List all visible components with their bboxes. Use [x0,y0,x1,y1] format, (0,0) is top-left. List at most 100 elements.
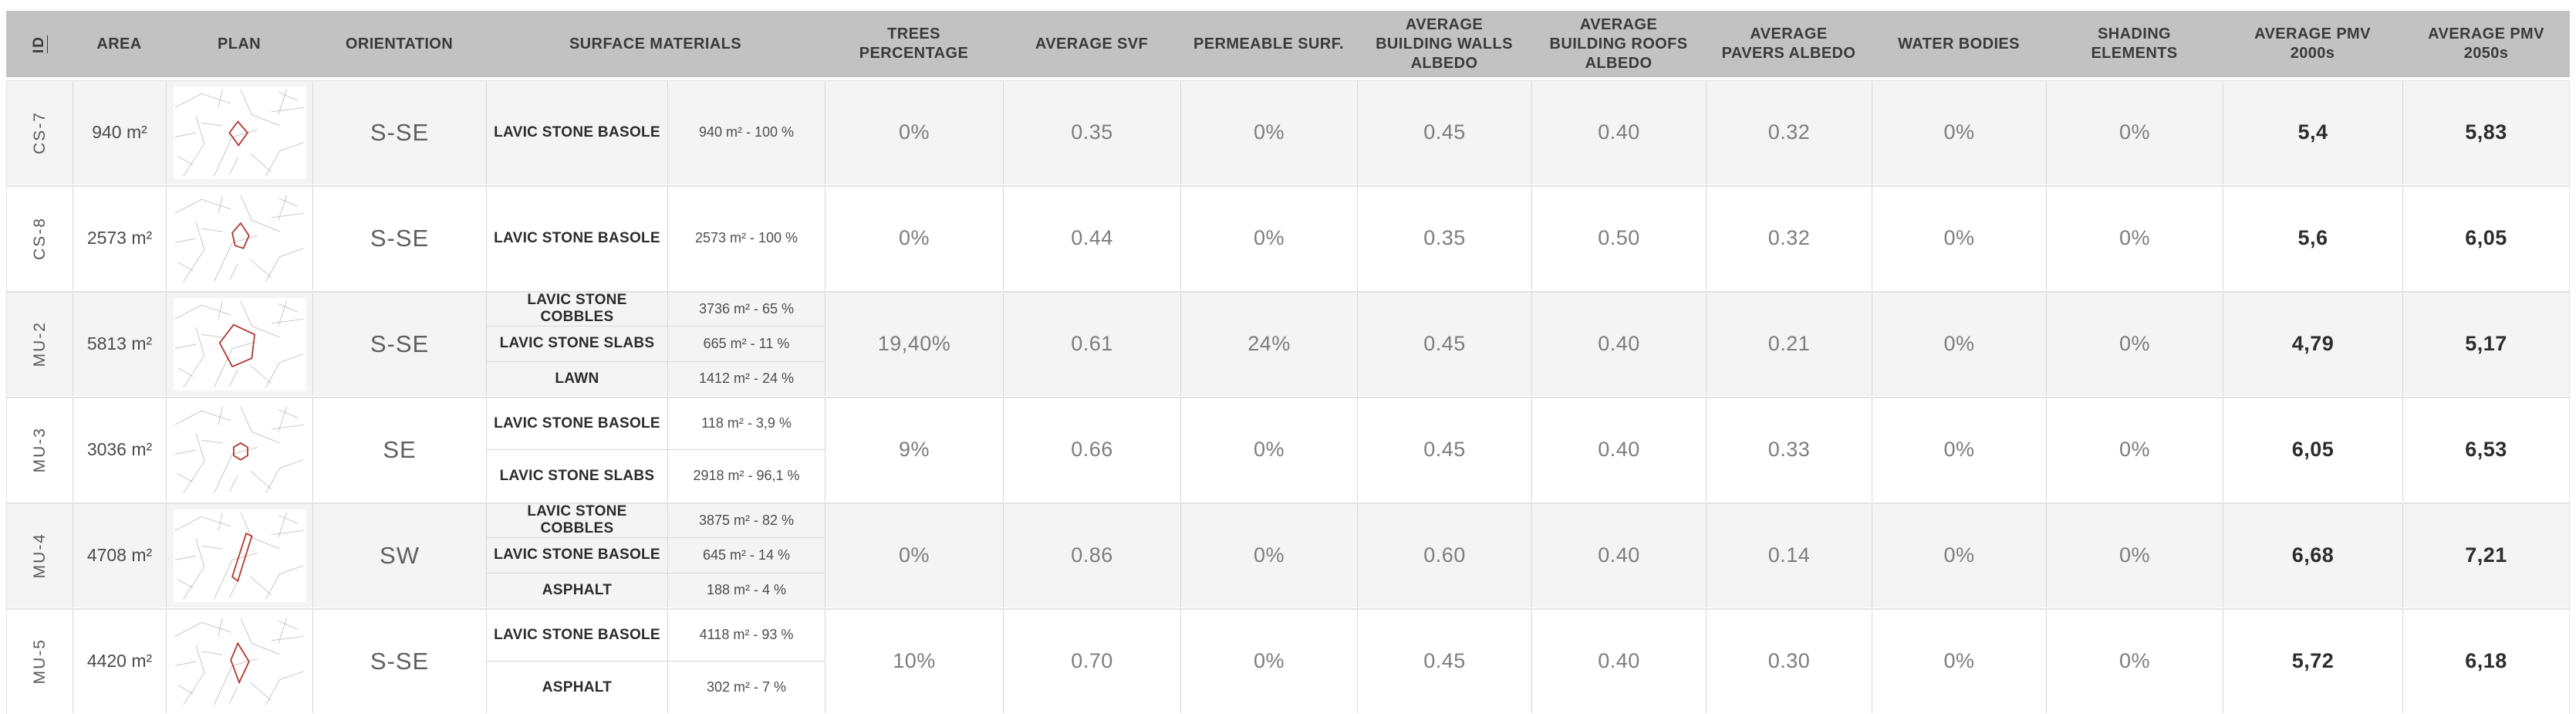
pavers-albedo-value: 0.33 [1706,398,1872,502]
water-bodies-value: 0% [1872,609,2046,713]
column-header-water-bodies: WATER BODIES [1898,35,2020,52]
material-name: LAVIC STONE BASOLE [487,538,668,573]
roofs-albedo-value: 0.40 [1531,398,1706,502]
walls-albedo-value: 0.60 [1357,503,1531,607]
parcel-outline [232,442,248,461]
area-value: 4420 m² [73,609,166,713]
plan-map-thumbnail [173,191,306,285]
column-header-surface-materials: SURFACE MATERIALS [569,35,742,52]
row-id-cell: MU-5 [6,609,73,713]
area-value: 2573 m² [73,186,166,290]
roofs-albedo-value: 0.50 [1531,186,1706,290]
average-svf-value: 0.61 [1003,292,1180,396]
parcel-outline [231,222,250,249]
column-header-walls-albedo: AVERAGE BUILDING WALLS ALBEDO [1376,15,1513,72]
column-header-permeable-surf: PERMEABLE SURF. [1193,35,1344,52]
permeable-surf-value: 0% [1180,186,1357,290]
plan-cell [166,186,312,290]
parcel-outline [231,532,252,582]
trees-percentage-value: 0% [825,80,1003,184]
permeable-surf-value: 0% [1180,398,1357,502]
pmv-2000s-value: 5,4 [2223,80,2402,184]
pmv-2050s-value: 7,21 [2402,503,2570,607]
plan-cell [166,80,312,184]
orientation-value: S-SE [312,80,486,184]
material-area-percentage: 302 m² - 7 % [706,679,787,695]
column-header-average-pmv-2000s: AVERAGE PMV 2000s [2254,25,2371,62]
water-bodies-value: 0% [1872,292,2046,396]
material-name: LAVIC STONE BASOLE [487,609,668,661]
walls-albedo-value: 0.45 [1357,398,1531,502]
parcel-outline [228,120,248,147]
trees-percentage-value: 9% [825,398,1003,502]
average-svf-value: 0.86 [1003,503,1180,607]
pmv-analysis-table: ID AREA PLAN ORIENTATION SURFACE MATERIA… [6,11,2570,714]
pavers-albedo-value: 0.14 [1706,503,1872,607]
trees-percentage-value: 19,40% [825,292,1003,396]
column-header-area: AREA [96,35,142,52]
material-row: LAVIC STONE BASOLE 4118 m² - 93 % [487,609,825,661]
shading-elements-value: 0% [2046,503,2223,607]
shading-elements-value: 0% [2046,186,2223,290]
surface-materials-cell: LAVIC STONE COBBLES 3875 m² - 82 % LAVIC S… [486,503,825,607]
material-name: LAVIC STONE BASOLE [487,398,668,449]
parcel-outline [218,323,255,367]
pavers-albedo-value: 0.30 [1706,609,1872,713]
material-row: LAVIC STONE SLABS 665 m² - 11 % [487,326,825,361]
table-row: MU-3 3036 m² SE LAVIC STONE BASOLE 118 m² - … [6,398,2570,503]
average-svf-value: 0.70 [1003,609,1180,713]
pavers-albedo-value: 0.21 [1706,292,1872,396]
plan-map-thumbnail [173,403,306,496]
table-header-row: ID AREA PLAN ORIENTATION SURFACE MATERIA… [6,11,2570,77]
material-name: LAVIC STONE BASOLE [487,186,668,290]
pmv-2050s-value: 5,17 [2402,292,2570,396]
average-svf-value: 0.44 [1003,186,1180,290]
surface-materials-cell: LAVIC STONE COBBLES 3736 m² - 65 % LAVIC S… [486,292,825,396]
permeable-surf-value: 0% [1180,609,1357,713]
water-bodies-value: 0% [1872,398,2046,502]
trees-percentage-value: 10% [825,609,1003,713]
row-id-label: MU-2 [30,320,49,367]
material-area-percentage: 645 m² - 14 % [702,546,791,563]
pavers-albedo-value: 0.32 [1706,186,1872,290]
surface-materials-cell: LAVIC STONE BASOLE 940 m² - 100 % [486,80,825,184]
surface-materials-cell: LAVIC STONE BASOLE 118 m² - 3,9 % LAVIC ST… [486,398,825,502]
material-row: LAVIC STONE COBBLES 3736 m² - 65 % [487,292,825,327]
pmv-2050s-value: 5,83 [2402,80,2570,184]
material-area-percentage: 2918 m² - 96,1 % [693,468,800,483]
column-header-id: ID [6,11,73,77]
plan-cell [166,503,312,607]
pmv-2000s-value: 4,79 [2223,292,2402,396]
orientation-value: S-SE [312,186,486,290]
walls-albedo-value: 0.45 [1357,609,1531,713]
column-header-shading-elements: SHADING ELEMENTS [2091,25,2178,62]
surface-materials-cell: LAVIC STONE BASOLE 2573 m² - 100 % [486,186,825,290]
roofs-albedo-value: 0.40 [1531,292,1706,396]
material-area-percentage: 3875 m² - 82 % [698,512,795,528]
orientation-value: SW [312,503,486,607]
area-value: 3036 m² [73,398,166,502]
row-id-cell: CS-8 [6,186,73,290]
shading-elements-value: 0% [2046,80,2223,184]
row-id-cell: MU-2 [6,292,73,396]
surface-materials-cell: LAVIC STONE BASOLE 4118 m² - 93 % ASPHALT 3… [486,609,825,713]
column-header-roofs-albedo: AVERAGE BUILDING ROOFS ALBEDO [1549,15,1688,72]
roofs-albedo-value: 0.40 [1531,503,1706,607]
column-header-trees-percentage: TREES PERCENTAGE [859,25,969,62]
table-body: CS-7 940 m² S-SE LAVIC STONE BASOLE 940 m² -… [6,80,2570,714]
material-row: LAVIC STONE BASOLE 940 m² - 100 % [487,80,825,184]
material-row: LAVIC STONE COBBLES 3875 m² - 82 % [487,503,825,538]
plan-map-thumbnail [173,614,306,708]
material-area-percentage: 4118 m² - 93 % [699,627,794,642]
orientation-value: S-SE [312,609,486,713]
permeable-surf-value: 24% [1180,292,1357,396]
material-area-percentage: 1412 m² - 24 % [698,371,795,387]
walls-albedo-value: 0.45 [1357,80,1531,184]
row-id-cell: MU-3 [6,398,73,502]
shading-elements-value: 0% [2046,609,2223,713]
row-id-label: MU-3 [30,426,49,473]
area-value: 4708 m² [73,503,166,607]
pmv-2000s-value: 6,05 [2223,398,2402,502]
material-row: ASPHALT 302 m² - 7 % [487,661,825,713]
